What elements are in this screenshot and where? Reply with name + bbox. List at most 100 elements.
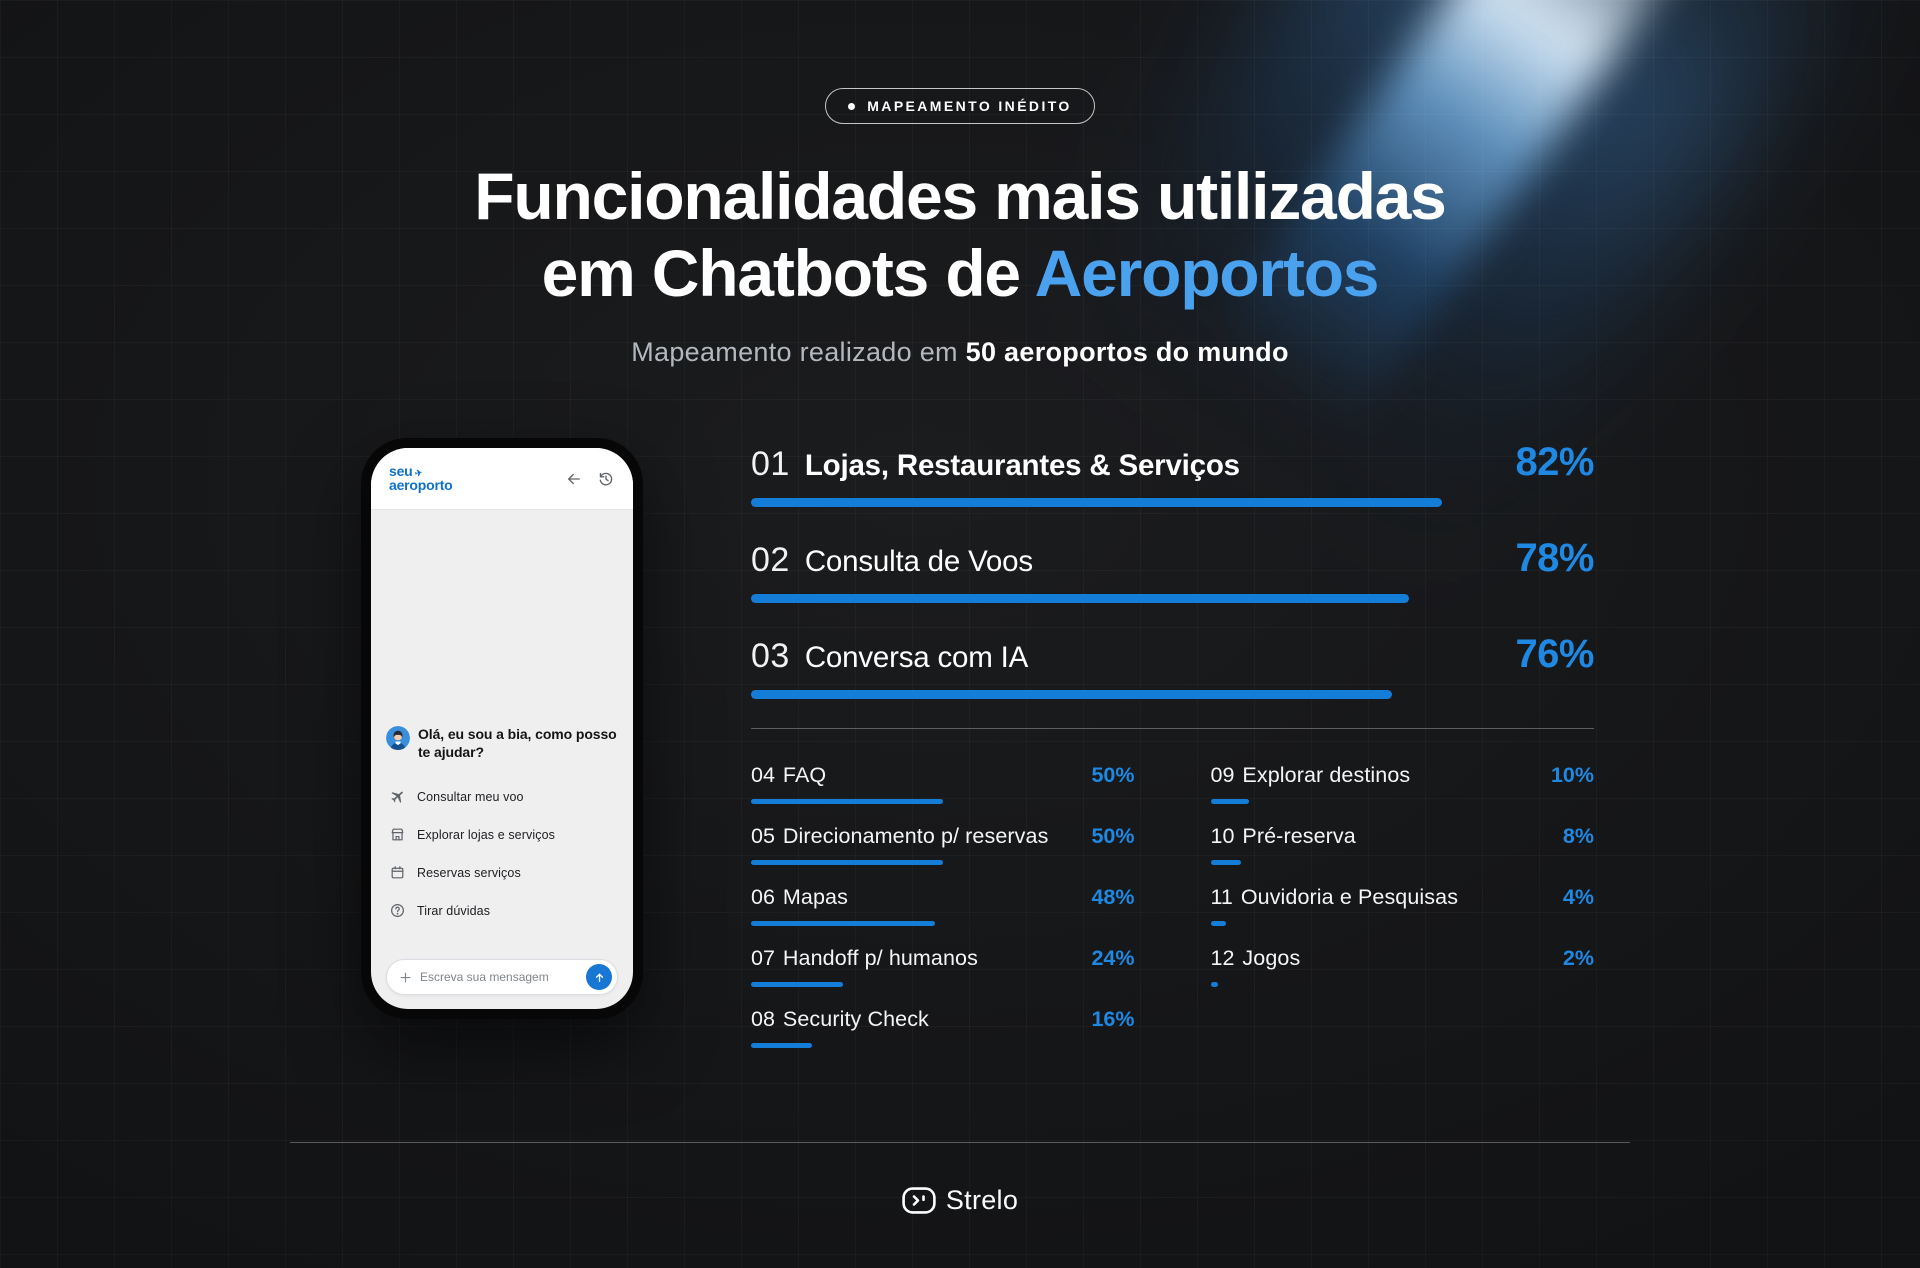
logo-plane-icon: ✈ — [413, 467, 423, 479]
small-rows-right: 09 Explorar destinos 10% 10 Pré-reserva … — [1210, 763, 1595, 1068]
feature-bar-fill — [751, 690, 1392, 700]
feature-bar-track — [751, 921, 1135, 927]
app-logo-line1: seu — [389, 463, 413, 480]
feature-row: 09 Explorar destinos 10% — [1210, 763, 1594, 805]
brand-name: Strelo — [945, 1185, 1019, 1216]
feature-rank: 10 — [1210, 824, 1235, 849]
footer-brand: Strelo — [0, 1185, 1920, 1216]
feature-label: Conversa com IA — [804, 641, 1029, 675]
feature-bar-track — [1210, 860, 1595, 866]
chat-area: Olá, eu sou a bia, como posso te ajudar?… — [371, 510, 633, 1009]
feature-value: 76% — [1515, 632, 1594, 677]
quick-actions: Consultar meu voo Explorar lojas e servi… — [386, 788, 618, 919]
feature-label: Direcionamento p/ reservas — [782, 824, 1049, 849]
app-logo-line2: aeroporto — [389, 476, 453, 493]
feature-row: 05 Direcionamento p/ reservas 50% — [751, 824, 1135, 866]
feature-label: Ouvidoria e Pesquisas — [1240, 885, 1459, 910]
feature-row: 06 Mapas 48% — [751, 885, 1135, 927]
feature-label: Mapas — [782, 885, 848, 910]
feature-bar-fill — [751, 1043, 813, 1049]
quick-action-label: Reservas serviços — [417, 865, 521, 880]
feature-bar-track — [751, 799, 1135, 805]
feature-label: Jogos — [1242, 946, 1301, 971]
feature-bar-fill — [1210, 921, 1226, 927]
quick-action-label: Explorar lojas e serviços — [417, 827, 555, 842]
feature-row: 07 Handoff p/ humanos 24% — [751, 946, 1135, 988]
feature-rank: 03 — [751, 637, 790, 676]
feature-rank: 11 — [1210, 885, 1233, 910]
feature-label: Lojas, Restaurantes & Serviços — [804, 449, 1240, 483]
title-line1: Funcionalidades mais utilizadas — [474, 159, 1447, 233]
plus-icon[interactable] — [398, 970, 413, 985]
send-arrow-icon — [595, 973, 603, 982]
bot-greeting-text: Olá, eu sou a bia, como posso te ajudar? — [418, 726, 617, 761]
feature-value: 50% — [1091, 763, 1135, 788]
calendar-icon — [391, 866, 404, 879]
feature-rank: 05 — [751, 824, 775, 849]
quick-action-flight[interactable]: Consultar meu voo — [389, 788, 618, 805]
feature-bar-track — [751, 594, 1594, 604]
feature-label: Pré-reserva — [1242, 824, 1356, 849]
quick-action-questions[interactable]: Tirar dúvidas — [389, 902, 618, 919]
back-arrow-icon[interactable] — [565, 470, 583, 488]
quick-action-stores[interactable]: Explorar lojas e serviços — [389, 826, 618, 843]
badge-dot-icon — [848, 102, 856, 110]
store-icon — [391, 828, 404, 841]
feature-bar-track — [751, 982, 1135, 988]
feature-rank: 01 — [751, 445, 790, 484]
bot-avatar — [386, 726, 410, 751]
feature-bar-fill — [751, 498, 1443, 508]
hero-rows: 01 Lojas, Restaurantes & Serviços 82% 02… — [751, 440, 1594, 700]
title-line2-accent: Aeroportos — [1034, 235, 1380, 310]
history-icon[interactable] — [597, 470, 615, 488]
question-icon — [391, 904, 404, 918]
feature-value: 78% — [1515, 536, 1594, 581]
feature-row: 12 Jogos 2% — [1210, 946, 1595, 988]
feature-label: Security Check — [782, 1007, 929, 1032]
feature-value: 48% — [1091, 885, 1135, 910]
feature-value: 24% — [1091, 946, 1135, 971]
message-input-bar — [386, 959, 618, 996]
feature-value: 16% — [1091, 1007, 1135, 1032]
phone-mockup: seu✈ aeroporto Olá, eu sou a bia, como p… — [361, 438, 643, 1020]
message-input[interactable] — [420, 970, 586, 985]
small-rows-left: 04 FAQ 50% 05 Direcionamento p/ reservas… — [751, 763, 1135, 1068]
badge: MAPEAMENTO INÉDITO — [825, 88, 1095, 124]
subtitle-bold: 50 aeroportos do mundo — [965, 337, 1289, 368]
page-title: Funcionalidades mais utilizadas em Chatb… — [0, 158, 1920, 311]
ranking-list: 01 Lojas, Restaurantes & Serviços 82% 02… — [751, 438, 1594, 1068]
feature-row: 11 Ouvidoria e Pesquisas 4% — [1210, 885, 1594, 927]
subtitle-regular: Mapeamento realizado em — [631, 337, 966, 368]
feature-bar-fill — [751, 799, 943, 805]
feature-row-hero: 03 Conversa com IA 76% — [751, 632, 1594, 700]
feature-bar-track — [751, 1043, 1135, 1049]
feature-bar-fill — [1210, 860, 1242, 866]
feature-rank: 06 — [751, 885, 775, 910]
quick-action-label: Tirar dúvidas — [417, 903, 491, 918]
feature-bar-track — [1210, 982, 1595, 988]
feature-rank: 12 — [1210, 946, 1235, 971]
feature-value: 10% — [1550, 763, 1594, 788]
feature-rank: 09 — [1210, 763, 1235, 788]
feature-value: 2% — [1562, 946, 1594, 971]
strelo-logo-icon — [902, 1187, 936, 1214]
feature-bar-fill — [751, 594, 1409, 604]
feature-value: 8% — [1562, 824, 1594, 849]
phone-screen: seu✈ aeroporto Olá, eu sou a bia, como p… — [371, 448, 633, 1010]
feature-rank: 08 — [751, 1007, 775, 1032]
feature-row-hero: 02 Consulta de Voos 78% — [751, 536, 1594, 604]
feature-bar-track — [751, 690, 1594, 700]
quick-action-bookings[interactable]: Reservas serviços — [389, 864, 618, 881]
feature-bar-fill — [1210, 982, 1219, 988]
feature-value: 50% — [1091, 824, 1135, 849]
feature-bar-track — [751, 860, 1135, 866]
feature-bar-fill — [751, 982, 844, 988]
bot-greeting: Olá, eu sou a bia, como posso te ajudar? — [386, 726, 618, 762]
feature-bar-fill — [751, 860, 943, 866]
list-divider — [751, 728, 1594, 730]
chat-app-header: seu✈ aeroporto — [371, 448, 633, 511]
send-button[interactable] — [586, 964, 612, 991]
feature-value: 82% — [1515, 440, 1594, 485]
feature-value: 4% — [1562, 885, 1594, 910]
